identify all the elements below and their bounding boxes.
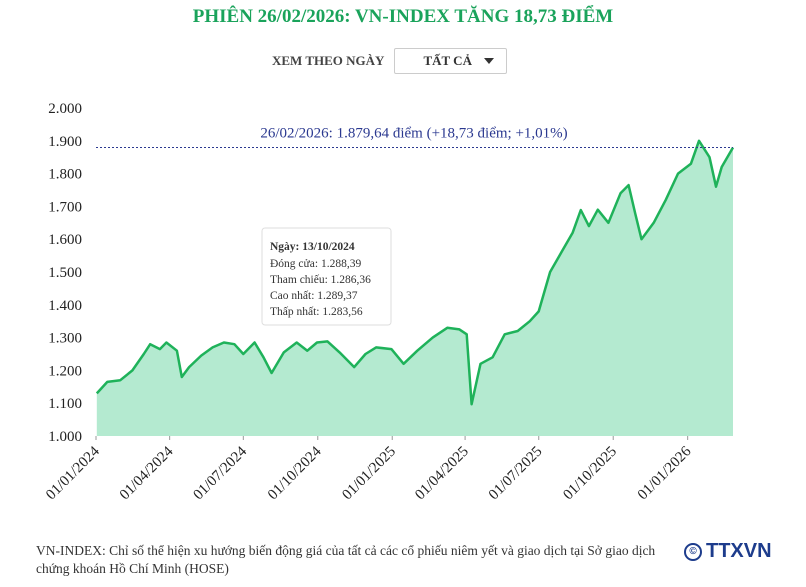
y-tick-label: 1.600 xyxy=(48,232,82,248)
x-tick-label: 01/10/2025 xyxy=(560,444,620,504)
logo-icon: © xyxy=(684,542,702,561)
x-tick-label: 01/07/2024 xyxy=(190,443,250,503)
y-tick-label: 2.000 xyxy=(48,101,82,117)
tooltip: Ngày: 13/10/2024 Đóng cửa: 1.288,39 Tham c… xyxy=(261,227,392,326)
y-tick-label: 1.300 xyxy=(48,331,82,347)
tooltip-box xyxy=(261,227,392,326)
x-tick-label: 01/10/2024 xyxy=(265,443,325,503)
tooltip-line: Thấp nhất: 1.283,56 xyxy=(270,305,363,318)
y-tick-label: 1.900 xyxy=(48,134,82,150)
y-tick-label: 1.400 xyxy=(48,298,82,314)
line xyxy=(95,139,735,406)
tooltip-line: Tham chiếu: 1.286,36 xyxy=(270,273,371,286)
y-tick-label: 1.500 xyxy=(48,265,82,281)
logo: © TTXVN xyxy=(684,540,772,563)
y-tick-label: 1.100 xyxy=(48,396,82,412)
dropdown[interactable]: TẤT CẢ xyxy=(394,48,507,74)
y-tick-label: 1.800 xyxy=(48,167,82,183)
filter: XEM THEO NGÀY TẤT CẢ xyxy=(272,48,507,74)
dropdown-value: TẤT CẢ xyxy=(423,53,472,68)
caret xyxy=(483,58,494,64)
chart: 1.000 1.100 1.200 1.300 1.400 1.500 1.600 1.700… xyxy=(43,101,735,504)
y-tick-label: 1.200 xyxy=(48,363,82,379)
x-tick-label: 01/04/2025 xyxy=(412,444,472,504)
tooltip-line: Cao nhất: 1.289,37 xyxy=(270,289,358,302)
x-tick-label: 01/01/2025 xyxy=(339,444,399,504)
reference-label: 26/02/2026: 1.879,64 điểm (+18,73 điểm; … xyxy=(260,125,567,141)
tooltip-title: Ngày: 13/10/2024 xyxy=(270,241,355,253)
filter-label: XEM THEO NGÀY xyxy=(272,53,385,68)
logo-text: TTXVN xyxy=(706,540,772,562)
title: PHIÊN 26/02/2026: VN-INDEX TĂNG 18,73 ĐI… xyxy=(192,6,614,27)
x-tick-label: 01/01/2024 xyxy=(43,443,103,503)
x-tick-label: 01/07/2025 xyxy=(486,444,546,504)
y-tick-label: 1.000 xyxy=(48,429,82,445)
area xyxy=(96,140,734,437)
tooltip-line: Đóng cửa: 1.288,39 xyxy=(270,258,361,270)
x-tick-label: 01/01/2026 xyxy=(635,443,695,503)
y-tick-label: 1.700 xyxy=(48,199,82,215)
x-tick-label: 01/04/2024 xyxy=(117,443,177,503)
footnote: VN-INDEX: Chỉ số thể hiện xu hướng biến … xyxy=(36,543,656,576)
